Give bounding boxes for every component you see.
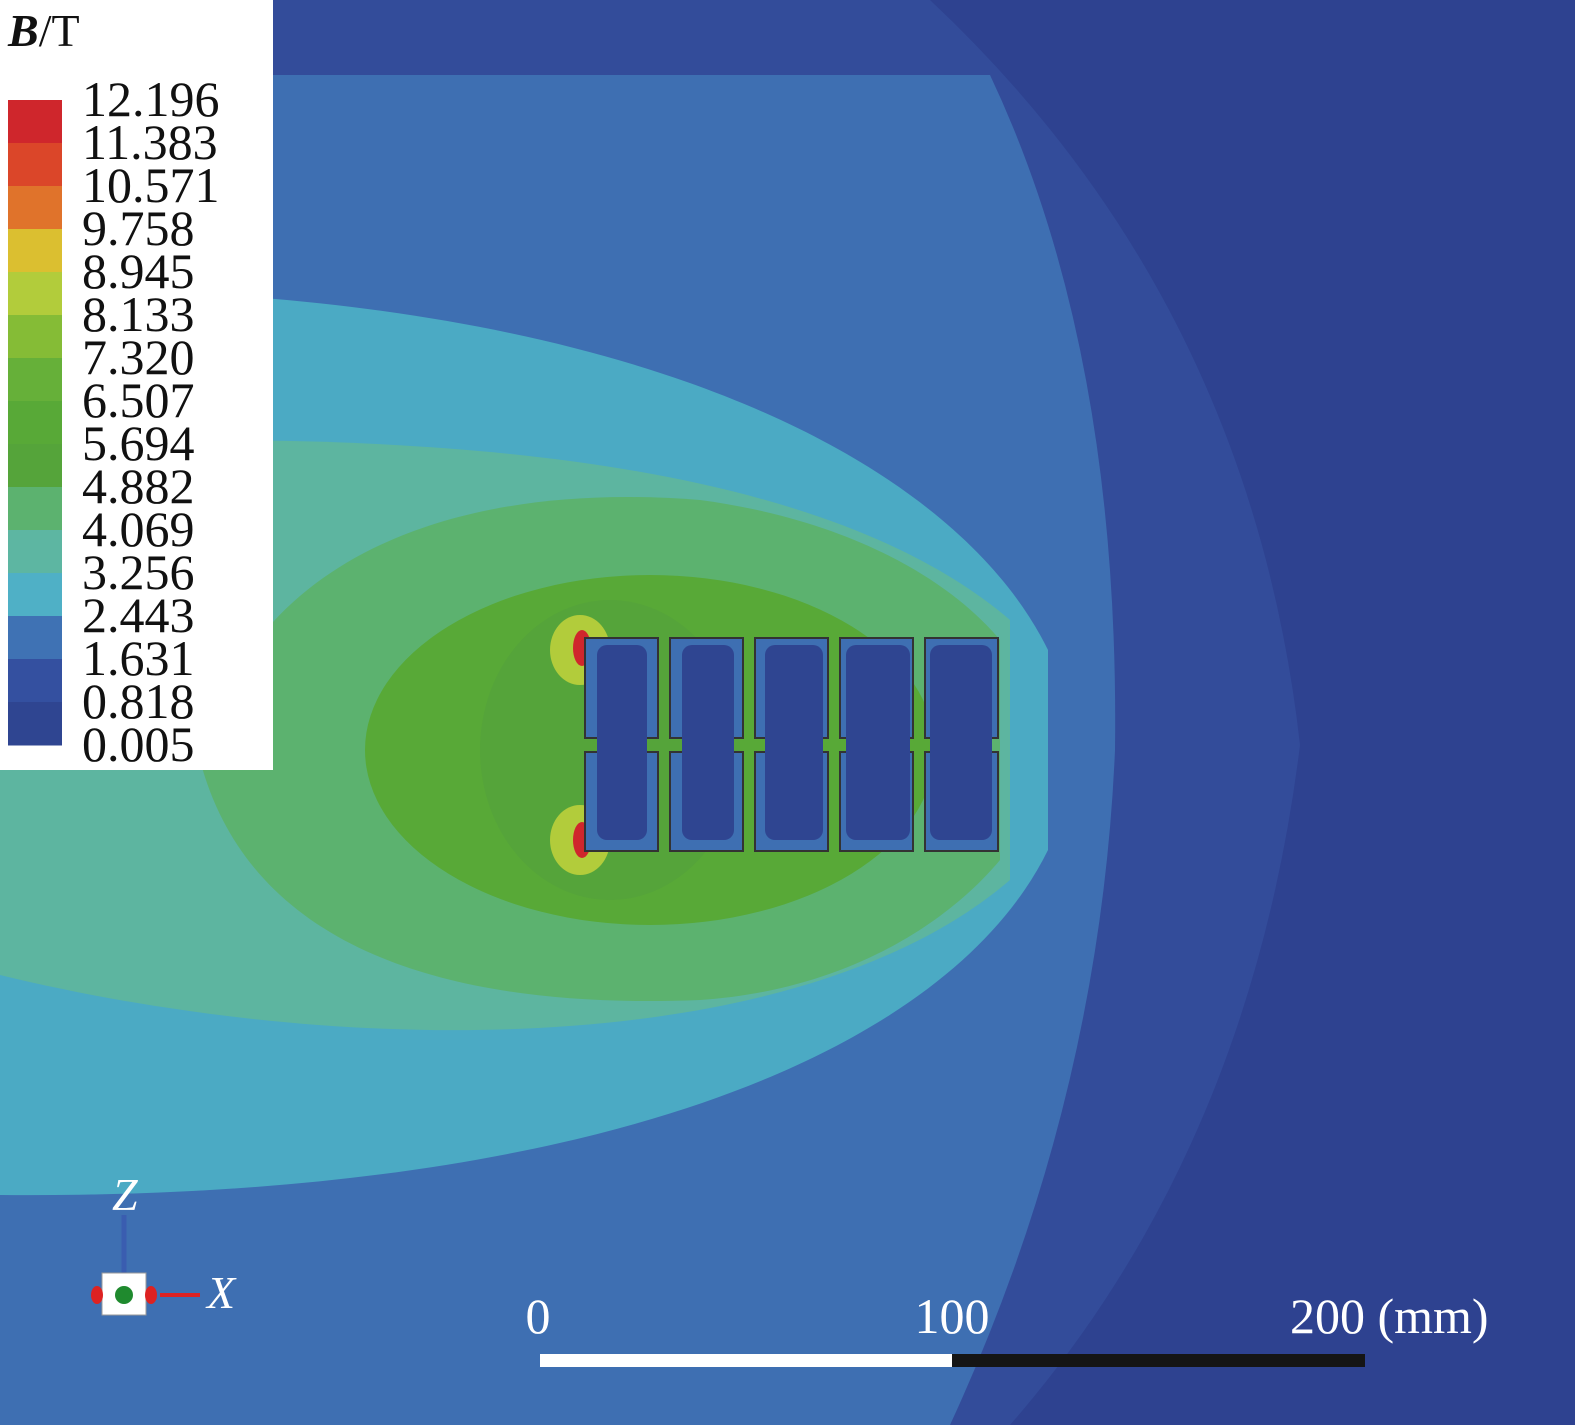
legend-swatch xyxy=(8,315,62,359)
legend-label: 6.507 xyxy=(82,372,195,428)
legend-swatch xyxy=(8,358,62,402)
scale-black xyxy=(952,1354,1365,1367)
legend: B/T 12.19611.38310.5719.7588.9458.1337.3… xyxy=(0,0,273,772)
legend-swatch xyxy=(8,616,62,660)
legend-swatch xyxy=(8,186,62,230)
scale-label: 100 xyxy=(915,1288,990,1344)
legend-swatch xyxy=(8,530,62,574)
legend-label: 7.320 xyxy=(82,329,195,385)
legend-label: 4.069 xyxy=(82,501,195,557)
legend-swatch xyxy=(8,487,62,531)
legend-swatch xyxy=(8,100,62,144)
legend-label: 0.818 xyxy=(82,673,195,729)
legend-label: 0.005 xyxy=(82,716,195,772)
legend-symbol: B xyxy=(7,5,39,56)
legend-label: 12.196 xyxy=(82,71,220,127)
triad-z: Z xyxy=(112,1169,138,1220)
legend-swatch xyxy=(8,401,62,445)
legend-swatch xyxy=(8,659,62,703)
triad-x: X xyxy=(205,1267,237,1318)
scale-label: 0 xyxy=(526,1288,551,1344)
legend-label: 2.443 xyxy=(82,587,195,643)
legend-label: 4.882 xyxy=(82,458,195,514)
legend-swatch xyxy=(8,143,62,187)
axis-triad: Z X xyxy=(91,1169,237,1318)
legend-label: 1.631 xyxy=(82,630,195,686)
legend-swatch xyxy=(8,573,62,617)
legend-label: 8.945 xyxy=(82,243,195,299)
legend-label: 5.694 xyxy=(82,415,195,471)
legend-swatch xyxy=(8,444,62,488)
scale-label: 200 (mm) xyxy=(1290,1288,1489,1344)
scale-white xyxy=(540,1354,952,1367)
legend-swatch xyxy=(8,272,62,316)
legend-label: 8.133 xyxy=(82,286,195,342)
legend-swatch xyxy=(8,702,62,746)
legend-title: B/T xyxy=(7,5,80,56)
legend-label: 11.383 xyxy=(82,114,218,170)
legend-label: 3.256 xyxy=(82,544,195,600)
legend-label: 9.758 xyxy=(82,200,195,256)
legend-unit: /T xyxy=(39,5,80,56)
legend-swatch xyxy=(8,229,62,273)
scale-bar: 0 100 200 (mm) xyxy=(526,1288,1489,1367)
legend-label: 10.571 xyxy=(82,157,220,213)
